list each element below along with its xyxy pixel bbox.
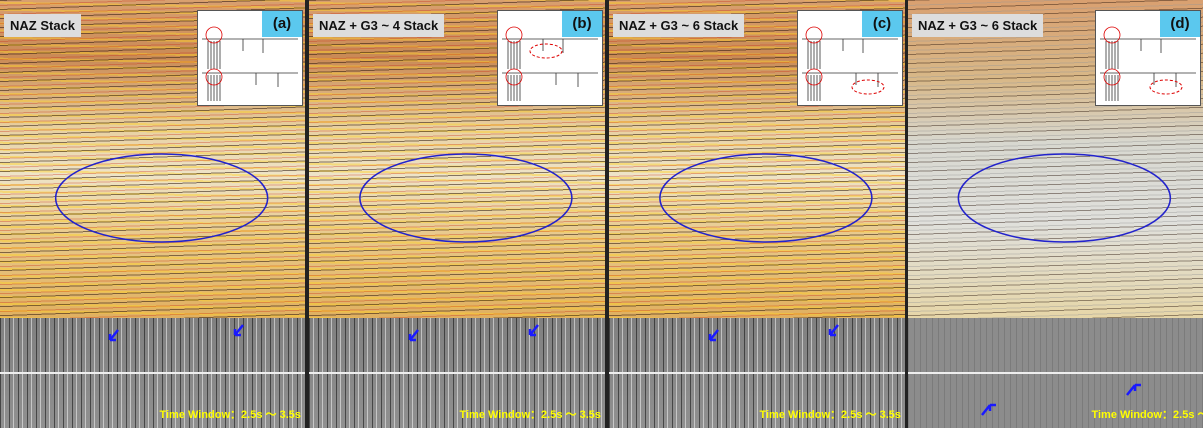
inset-diagram: (a) bbox=[197, 10, 303, 106]
separator bbox=[309, 372, 605, 374]
overlay bbox=[54, 153, 269, 342]
separator bbox=[0, 372, 305, 374]
panel-tag: (a) bbox=[262, 11, 302, 37]
time-window-label: Time Window：2.5s ～ 3.5s bbox=[159, 409, 301, 421]
arrow bbox=[1126, 383, 1141, 396]
arrow bbox=[108, 329, 119, 342]
gather-panel bbox=[908, 318, 1203, 428]
panel-tag: (c) bbox=[862, 11, 902, 37]
overlay bbox=[359, 153, 573, 342]
inset-diagram: (b) bbox=[497, 10, 603, 106]
time-window-label: Time Window：2.5s ～ 3.5s bbox=[759, 409, 901, 421]
overlay bbox=[659, 153, 873, 342]
highlight-ellipse bbox=[957, 153, 1172, 243]
arrow bbox=[408, 329, 419, 342]
gather-panel bbox=[609, 318, 905, 428]
highlight-ellipse bbox=[359, 153, 573, 243]
panel: NAZ + G3 ~ 6 Stack (d) Time Window：2.5s ～ … bbox=[908, 0, 1203, 428]
inset-diagram: (c) bbox=[797, 10, 903, 106]
highlight-ellipse bbox=[54, 153, 269, 243]
inset-diagram: (d) bbox=[1095, 10, 1201, 106]
panel-title: NAZ + G3 ~ 4 Stack bbox=[313, 14, 445, 37]
panel: NAZ + G3 ~ 6 Stack (c) Time Window：2.5s ～ … bbox=[609, 0, 905, 428]
separator bbox=[908, 372, 1203, 374]
overlay bbox=[957, 153, 1172, 416]
gather-panel bbox=[0, 318, 305, 428]
time-window-label: Time Window：2.5s ～ 3.5s bbox=[1091, 409, 1203, 421]
inset-sketch bbox=[802, 26, 898, 101]
time-window-label: Time Window：2.5s ～ 3.5s bbox=[459, 409, 601, 421]
separator bbox=[609, 372, 905, 374]
arrow bbox=[233, 324, 244, 337]
arrow bbox=[708, 329, 719, 342]
inset-sketch bbox=[1100, 26, 1196, 101]
highlight-ellipse bbox=[659, 153, 873, 243]
inset-sketch bbox=[202, 26, 298, 101]
panel-title: NAZ Stack bbox=[4, 14, 82, 37]
panel: NAZ Stack (a) Time Window：2.5s ～ 3.5s bbox=[0, 0, 305, 428]
arrow bbox=[981, 403, 996, 416]
panel-tag: (d) bbox=[1160, 11, 1200, 37]
gather-panel bbox=[309, 318, 605, 428]
panel-title: NAZ + G3 ~ 6 Stack bbox=[912, 14, 1044, 37]
panel-title: NAZ + G3 ~ 6 Stack bbox=[613, 14, 745, 37]
inset-sketch bbox=[502, 26, 598, 101]
panel-tag: (b) bbox=[562, 11, 602, 37]
panel: NAZ + G3 ~ 4 Stack (b) Time Window：2.5s ～ … bbox=[309, 0, 605, 428]
arrow bbox=[528, 324, 539, 337]
arrow bbox=[828, 324, 839, 337]
